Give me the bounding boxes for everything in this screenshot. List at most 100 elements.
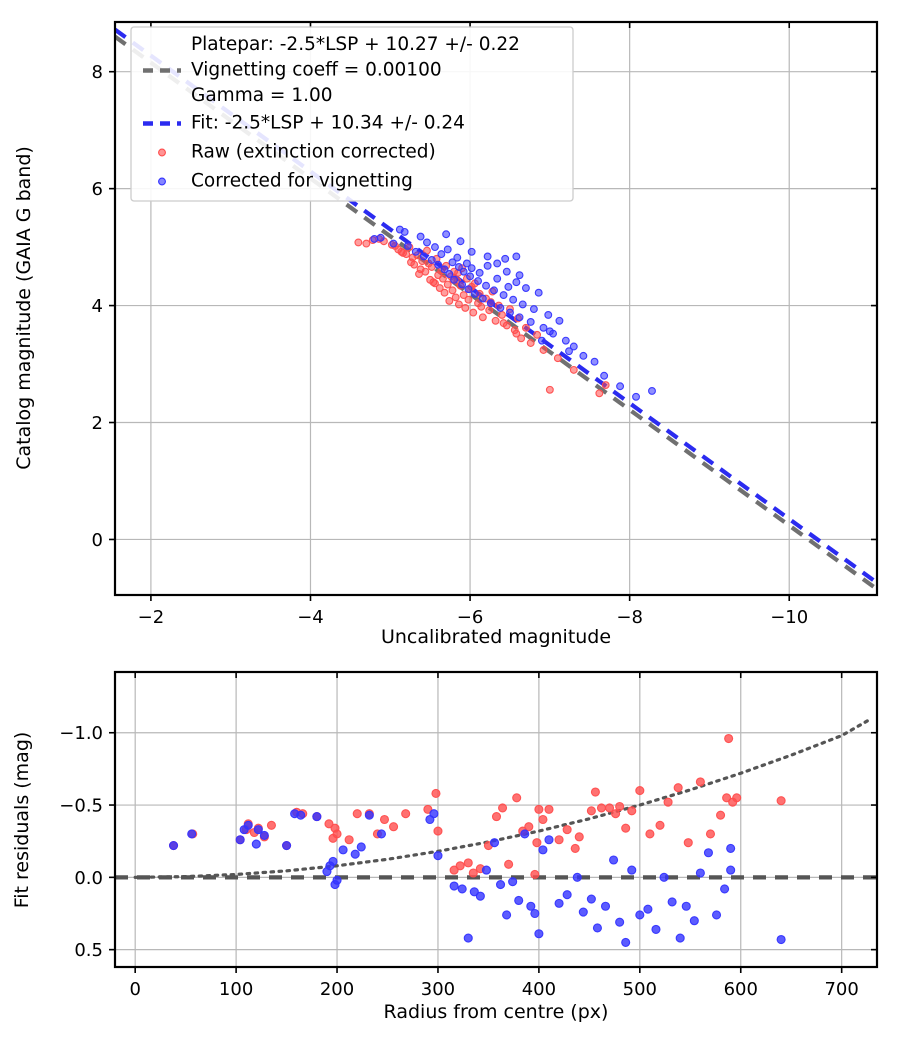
data-point bbox=[485, 306, 494, 315]
data-point bbox=[399, 249, 407, 257]
legend-entry-label: Platepar: -2.5*LSP + 10.27 +/- 0.22 bbox=[191, 34, 520, 55]
data-point bbox=[663, 797, 673, 807]
data-point bbox=[508, 877, 518, 887]
data-point bbox=[515, 271, 524, 280]
data-point bbox=[401, 809, 411, 819]
data-point bbox=[423, 238, 431, 247]
data-point bbox=[506, 308, 514, 317]
bottom-ticks bbox=[109, 672, 877, 973]
data-point bbox=[376, 233, 385, 242]
top-tick-labels: −2 −4 −6 −8 −10 0 2 4 6 8 bbox=[92, 62, 809, 628]
data-point bbox=[296, 810, 306, 820]
legend-entry-label: Vignetting coeff = 0.00100 bbox=[191, 60, 442, 81]
x-tick-label: 700 bbox=[824, 979, 858, 1000]
data-point bbox=[457, 884, 467, 894]
data-point bbox=[474, 277, 482, 285]
data-point bbox=[429, 278, 438, 287]
data-point bbox=[538, 845, 548, 855]
data-point bbox=[475, 268, 484, 277]
x-tick-label: 0 bbox=[129, 979, 140, 1000]
data-point bbox=[442, 230, 451, 239]
legend: Platepar: -2.5*LSP + 10.27 +/- 0.22 Vigne… bbox=[130, 26, 574, 202]
data-point bbox=[703, 848, 714, 858]
legend-entry-label: Gamma = 1.00 bbox=[191, 85, 333, 106]
data-point bbox=[491, 316, 500, 325]
data-point bbox=[438, 274, 447, 283]
data-point bbox=[632, 392, 640, 401]
data-point bbox=[711, 910, 722, 920]
data-point bbox=[534, 929, 544, 939]
data-point bbox=[515, 313, 524, 322]
bottom-tick-labels: 0 100 200 300 400 500 600 700 0.5 0.0 −0.5 −1.0 bbox=[59, 723, 859, 1000]
data-point bbox=[454, 300, 463, 309]
data-point bbox=[259, 830, 269, 840]
y-tick-label: 8 bbox=[92, 62, 103, 83]
data-point bbox=[716, 810, 726, 820]
data-point bbox=[493, 259, 502, 268]
data-point bbox=[243, 820, 253, 830]
data-point bbox=[530, 908, 540, 919]
y-tick-label: 2 bbox=[92, 413, 103, 434]
data-point bbox=[544, 835, 554, 845]
data-point bbox=[338, 845, 348, 855]
data-point bbox=[475, 891, 485, 901]
data-point bbox=[659, 872, 669, 882]
data-point bbox=[434, 260, 443, 269]
plot-line-dotted bbox=[133, 716, 874, 879]
x-tick-label: −8 bbox=[616, 607, 643, 628]
data-point bbox=[415, 270, 423, 278]
data-point bbox=[469, 887, 479, 897]
data-point bbox=[569, 342, 578, 351]
data-point bbox=[478, 294, 487, 303]
x-tick-label: 100 bbox=[219, 979, 253, 1000]
data-point bbox=[689, 916, 699, 926]
data-point bbox=[253, 825, 263, 835]
data-point bbox=[545, 327, 554, 336]
data-point bbox=[512, 278, 521, 287]
data-point bbox=[456, 237, 465, 246]
data-point bbox=[643, 904, 653, 914]
data-point bbox=[539, 323, 548, 332]
data-point bbox=[600, 901, 611, 911]
data-point bbox=[443, 245, 452, 254]
data-point bbox=[423, 246, 431, 255]
data-point bbox=[312, 812, 322, 822]
data-point bbox=[645, 829, 655, 839]
data-point bbox=[477, 302, 486, 311]
data-point bbox=[611, 809, 621, 819]
data-point bbox=[490, 286, 498, 295]
data-point bbox=[561, 336, 570, 345]
bottom-panel-frame bbox=[113, 670, 879, 969]
data-point bbox=[433, 826, 443, 836]
x-tick-label: −10 bbox=[770, 607, 808, 628]
data-point bbox=[499, 291, 508, 299]
data-point bbox=[469, 308, 478, 317]
data-point bbox=[569, 365, 578, 374]
data-point bbox=[609, 855, 619, 865]
y-tick-label: 0.5 bbox=[74, 940, 103, 961]
data-point bbox=[379, 814, 390, 825]
data-point bbox=[530, 869, 540, 880]
data-point bbox=[464, 295, 473, 304]
y-tick-label: 0 bbox=[92, 530, 103, 551]
legend-entry-label: Fit: -2.5*LSP + 10.34 +/- 0.24 bbox=[191, 113, 465, 134]
bottom-model-lines bbox=[115, 716, 877, 880]
legend-labels: Platepar: -2.5*LSP + 10.27 +/- 0.22 Vigne… bbox=[191, 34, 520, 192]
data-point bbox=[514, 895, 524, 906]
data-point bbox=[724, 733, 734, 744]
data-point bbox=[509, 295, 518, 304]
data-point bbox=[562, 890, 572, 900]
data-point bbox=[423, 804, 433, 814]
data-point bbox=[496, 303, 505, 312]
data-point bbox=[344, 835, 354, 845]
data-point bbox=[350, 849, 360, 859]
data-point bbox=[481, 865, 491, 875]
data-point bbox=[635, 786, 645, 796]
data-point bbox=[482, 281, 490, 290]
legend-handle-marker bbox=[158, 148, 166, 157]
x-tick-label: 400 bbox=[522, 979, 556, 1000]
data-point bbox=[705, 829, 716, 839]
top-y-axis-label: Catalog magnitude (GAIA G band) bbox=[13, 146, 35, 470]
data-point bbox=[324, 819, 334, 829]
